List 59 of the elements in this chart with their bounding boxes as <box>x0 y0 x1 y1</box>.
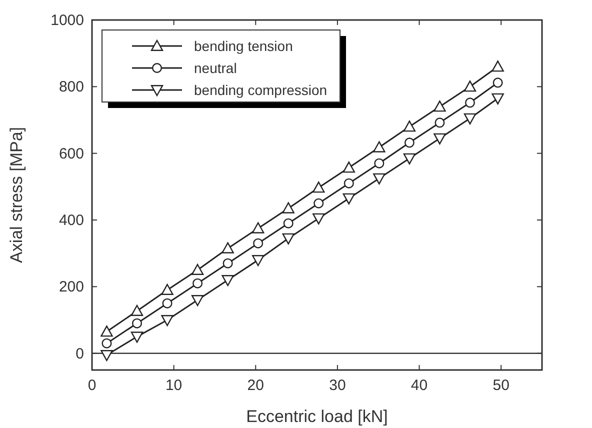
point <box>492 93 504 104</box>
point <box>404 138 414 148</box>
point <box>102 338 112 348</box>
x-axis-title: Eccentric load [kN] <box>246 407 388 426</box>
point <box>374 158 384 168</box>
y-tick-label: 600 <box>58 145 84 162</box>
point <box>222 258 233 268</box>
legend-label: bending compression <box>194 82 328 98</box>
x-tick-label: 40 <box>410 377 428 394</box>
legend-label: bending tension <box>194 38 293 54</box>
point <box>373 141 386 152</box>
point <box>344 178 354 188</box>
point <box>191 295 204 306</box>
point <box>434 118 445 128</box>
y-tick-label: 400 <box>58 212 84 229</box>
x-tick-label: 30 <box>329 377 346 394</box>
y-tick-label: 1000 <box>50 12 84 29</box>
point <box>342 193 356 204</box>
point <box>130 332 144 343</box>
point <box>492 60 504 72</box>
point <box>403 153 416 164</box>
point <box>222 275 234 286</box>
y-tick-label: 200 <box>58 278 84 296</box>
point <box>314 198 324 208</box>
point <box>492 78 503 88</box>
point <box>464 113 476 124</box>
point <box>464 80 476 92</box>
point <box>161 284 174 295</box>
point <box>161 315 174 326</box>
x-tick-label: 0 <box>88 377 96 394</box>
point <box>434 133 446 144</box>
x-tick-label: 20 <box>247 377 264 394</box>
point <box>132 318 142 328</box>
point <box>282 233 294 244</box>
point <box>403 120 416 132</box>
y-tick-label: 0 <box>76 345 84 362</box>
point <box>222 242 234 254</box>
point <box>342 162 356 173</box>
point <box>283 218 294 228</box>
point <box>191 264 204 275</box>
point <box>312 213 325 224</box>
point <box>130 304 144 316</box>
point <box>465 98 475 108</box>
x-tick-label: 50 <box>492 377 510 394</box>
point <box>192 278 203 288</box>
point <box>434 100 446 112</box>
point <box>373 173 386 184</box>
point <box>253 238 264 248</box>
x-tick-label: 10 <box>165 377 182 394</box>
y-tick-label: 800 <box>58 78 84 96</box>
point <box>252 222 264 234</box>
point <box>162 298 172 308</box>
point <box>252 255 264 266</box>
y-axis-title: Axial stress [MPa] <box>7 126 26 264</box>
legend-label: neutral <box>194 60 237 76</box>
point <box>312 182 325 193</box>
point <box>100 326 113 337</box>
point <box>282 202 294 214</box>
point <box>100 350 113 362</box>
